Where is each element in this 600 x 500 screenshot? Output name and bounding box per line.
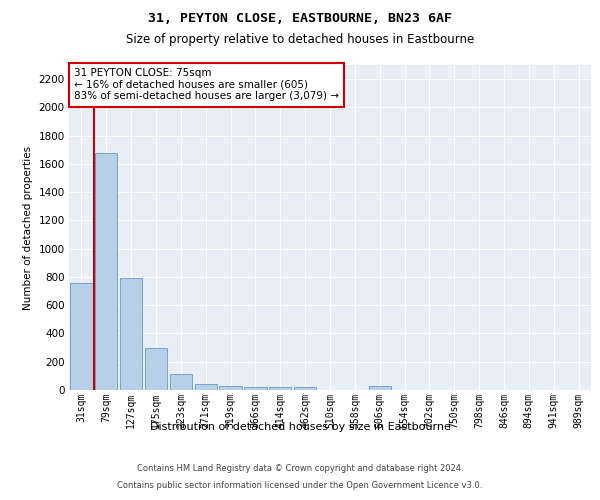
Text: Contains HM Land Registry data © Crown copyright and database right 2024.: Contains HM Land Registry data © Crown c… xyxy=(137,464,463,473)
Bar xyxy=(269,388,292,390)
Bar xyxy=(95,152,118,390)
Bar xyxy=(294,387,316,390)
Bar xyxy=(145,348,167,390)
Text: Distribution of detached houses by size in Eastbourne: Distribution of detached houses by size … xyxy=(149,422,451,432)
Bar xyxy=(170,374,192,390)
Text: Contains public sector information licensed under the Open Government Licence v3: Contains public sector information licen… xyxy=(118,481,482,490)
Bar xyxy=(220,386,242,390)
Bar xyxy=(70,282,92,390)
Bar xyxy=(194,384,217,390)
Text: 31, PEYTON CLOSE, EASTBOURNE, BN23 6AF: 31, PEYTON CLOSE, EASTBOURNE, BN23 6AF xyxy=(148,12,452,26)
Bar xyxy=(244,387,266,390)
Bar xyxy=(120,278,142,390)
Y-axis label: Number of detached properties: Number of detached properties xyxy=(23,146,33,310)
Text: Size of property relative to detached houses in Eastbourne: Size of property relative to detached ho… xyxy=(126,32,474,46)
Text: 31 PEYTON CLOSE: 75sqm
← 16% of detached houses are smaller (605)
83% of semi-de: 31 PEYTON CLOSE: 75sqm ← 16% of detached… xyxy=(74,68,339,102)
Bar xyxy=(368,386,391,390)
